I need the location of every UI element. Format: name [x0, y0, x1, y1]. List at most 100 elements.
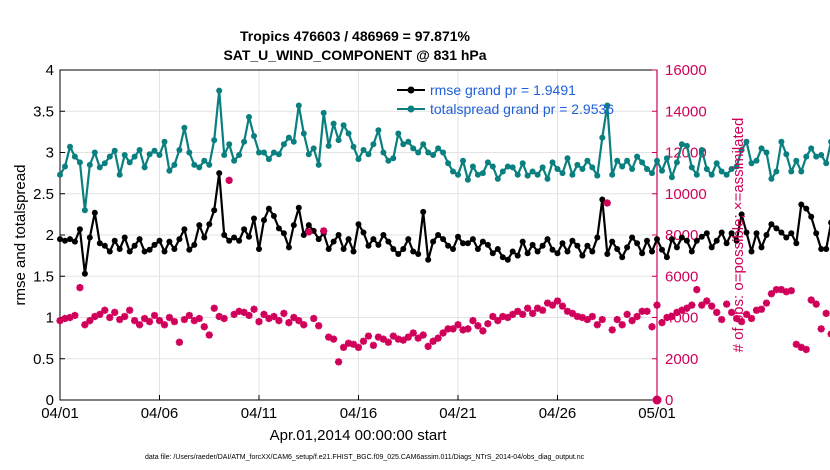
rmse-point	[614, 246, 621, 252]
totalspread-point	[663, 155, 670, 162]
totalspread-point	[723, 171, 730, 178]
rmse-point	[455, 233, 461, 240]
rmse-point	[131, 242, 138, 249]
observation-marker	[688, 301, 696, 309]
totalspread-point	[62, 163, 68, 170]
observation-marker	[728, 308, 736, 316]
rmse-point	[474, 246, 481, 252]
totalspread-point	[241, 138, 248, 145]
observation-marker	[76, 283, 84, 292]
rmse-point	[659, 246, 665, 253]
series-layer	[56, 87, 830, 405]
totalspread-point	[340, 122, 347, 129]
observation-marker	[330, 335, 338, 343]
rmse-point	[609, 238, 616, 245]
rmse-point	[544, 236, 551, 243]
totalspread-point	[101, 160, 108, 167]
observation-marker	[573, 312, 581, 321]
observation-marker	[444, 325, 452, 333]
totalspread-point	[763, 149, 770, 156]
totalspread-point	[251, 133, 257, 139]
totalspread-point	[430, 152, 437, 158]
x-tick-label: 04/21	[439, 405, 477, 422]
observation-marker	[101, 306, 109, 314]
totalspread-point	[519, 160, 526, 167]
rmse-point	[330, 238, 337, 245]
observation-marker	[140, 314, 149, 323]
rmse-point	[703, 230, 710, 237]
rmse-point	[818, 246, 825, 252]
rmse-point	[350, 248, 357, 255]
observation-marker	[529, 309, 537, 317]
observation-marker	[210, 304, 218, 312]
totalspread-point	[639, 159, 646, 166]
legend-spread-marker	[407, 105, 415, 113]
observation-marker	[300, 321, 308, 329]
observation-marker	[121, 312, 129, 321]
totalspread-point	[524, 172, 531, 179]
observation-marker	[618, 321, 626, 329]
rmse-point	[634, 240, 641, 247]
observation-marker	[553, 297, 562, 305]
rmse-point	[763, 232, 770, 238]
rmse-point	[743, 229, 750, 236]
left-tick-label: 3	[46, 145, 54, 162]
totalspread-point	[818, 152, 825, 158]
left-tick-label: 0	[46, 392, 54, 409]
observation-marker	[534, 304, 542, 312]
totalspread-series	[57, 87, 830, 214]
observation-marker	[265, 314, 273, 323]
totalspread-point	[464, 176, 471, 183]
totalspread-point	[261, 149, 267, 156]
legend: rmse grand pr = 1.9491 totalspread grand…	[397, 82, 614, 117]
rmse-point	[813, 230, 820, 237]
observation-marker	[563, 307, 572, 315]
right-axis-ticks: 0200040006000800010000120001400016000	[652, 62, 707, 409]
totalspread-point	[405, 138, 412, 145]
observation-marker	[449, 325, 457, 333]
observation-marker	[81, 321, 89, 329]
rmse-point	[509, 248, 516, 255]
observation-marker	[325, 333, 333, 341]
totalspread-point	[81, 207, 88, 214]
totalspread-point	[743, 138, 750, 145]
observation-marker	[603, 199, 611, 207]
totalspread-point	[161, 138, 168, 145]
totalspread-point	[320, 109, 327, 116]
observation-marker	[578, 313, 586, 322]
totalspread-point	[365, 151, 372, 158]
totalspread-point	[121, 152, 128, 158]
rmse-point	[728, 230, 735, 237]
chart-title-line1: Tropics 476603 / 486969 = 97.871%	[240, 28, 471, 44]
rmse-point	[479, 238, 486, 245]
totalspread-point	[310, 145, 317, 152]
rmse-point	[325, 246, 332, 252]
x-tick-label: 04/11	[241, 405, 277, 422]
rmse-point	[464, 240, 471, 247]
x-axis-ticks: 04/01 04/06 04/11 04/16 04/21 04/26 05/01	[41, 395, 676, 422]
observation-marker	[797, 343, 805, 352]
totalspread-point	[400, 141, 407, 148]
totalspread-point	[798, 168, 805, 175]
observation-marker	[185, 311, 193, 320]
observation-marker	[598, 315, 606, 324]
right-tick-label: 6000	[665, 268, 698, 285]
observation-marker	[290, 313, 298, 322]
totalspread-point	[176, 147, 183, 153]
rmse-point	[683, 237, 690, 244]
rmse-point	[460, 240, 466, 247]
observation-marker	[548, 301, 557, 309]
rmse-point	[121, 234, 128, 241]
totalspread-point	[469, 163, 476, 170]
rmse-point	[733, 237, 740, 244]
totalspread-point	[644, 166, 650, 172]
observation-marker	[106, 313, 114, 322]
chart-title-line2: SAT_U_WIND_COMPONENT @ 831 hPa	[223, 47, 486, 63]
observation-marker	[235, 307, 243, 315]
totalspread-point	[415, 149, 422, 156]
rmse-point	[246, 233, 252, 240]
totalspread-point	[514, 171, 521, 178]
totalspread-point	[678, 141, 685, 148]
totalspread-point	[171, 161, 178, 168]
observation-marker	[464, 325, 472, 333]
